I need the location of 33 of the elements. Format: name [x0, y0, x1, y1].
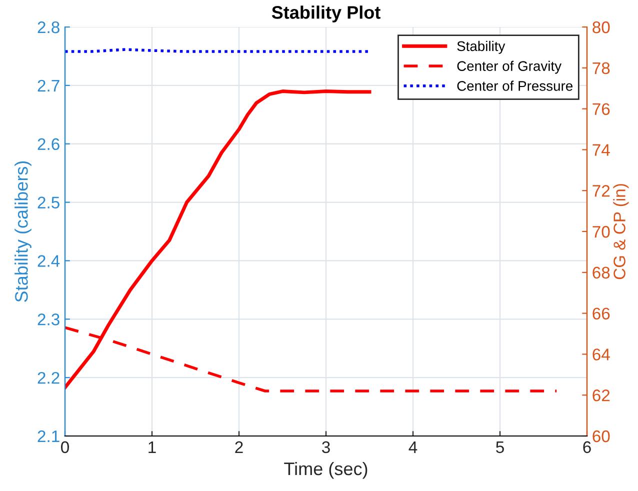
y2-tick-label: 80 [592, 21, 610, 34]
y2-tick-label: 66 [592, 308, 610, 320]
y2-tick-label: 78 [592, 62, 610, 74]
x-tick-label: 6 [583, 441, 591, 454]
y-tick-label: 2.2 [38, 372, 60, 384]
x-tick-label: 1 [148, 441, 156, 453]
x-tick-label: 0 [61, 441, 69, 454]
y2-tick-label: 62 [592, 390, 610, 402]
legend-label: Stability [457, 40, 506, 54]
x-tick-label: 4 [408, 441, 418, 453]
y-tick-label: 2.7 [38, 80, 60, 92]
y2-tick-label: 64 [592, 348, 610, 360]
x-tick-label: 2 [235, 441, 243, 453]
chart-title: Stability Plot [272, 6, 380, 22]
y-tick-label: 2.6 [38, 138, 60, 150]
y2-tick-label: 68 [592, 266, 610, 279]
y-tick-label: 2.1 [38, 430, 60, 442]
y2-tick-label: 60 [592, 430, 610, 442]
y-tick-label: 2.4 [38, 255, 60, 267]
legend-label: Center of Gravity [457, 60, 562, 74]
y-tick-label: 2.8 [38, 21, 60, 34]
x-tick-label: 3 [322, 441, 330, 454]
y2-tick-label: 74 [592, 144, 610, 156]
y2-tick-label: 76 [592, 103, 610, 116]
y2-tick-label: 70 [592, 226, 610, 238]
y2-axis-title: CG & CP (in) [613, 184, 629, 280]
y2-tick-label: 72 [592, 185, 610, 197]
x-axis-title: Time (sec) [284, 462, 368, 479]
y-tick-label: 2.3 [38, 314, 60, 326]
y-tick-label: 2.5 [38, 196, 60, 208]
x-tick-label: 5 [496, 441, 504, 454]
legend-label: Center of Pressure [457, 80, 572, 91]
y-axis-title: Stability (calibers) [14, 161, 32, 302]
